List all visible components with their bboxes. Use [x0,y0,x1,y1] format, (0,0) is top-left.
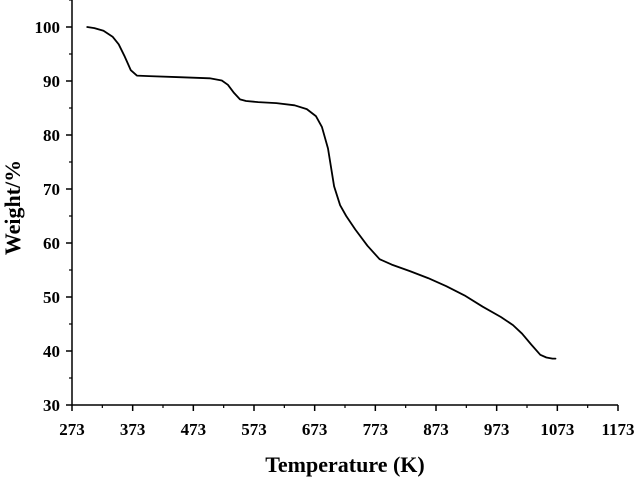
x-tick-label: 673 [302,420,328,439]
y-tick-label: 40 [43,342,60,361]
y-tick-label: 30 [43,396,60,415]
x-tick-label: 873 [423,420,449,439]
y-axis-ticks: 30 40 50 60 70 80 90 100 [35,0,72,415]
x-tick-label: 373 [120,420,146,439]
y-tick-label: 100 [35,18,61,37]
y-tick-label: 70 [43,180,60,199]
y-tick-label: 50 [43,288,60,307]
y-tick-label: 80 [43,126,60,145]
x-tick-label: 1073 [540,420,574,439]
x-tick-label: 273 [59,420,85,439]
y-tick-label: 90 [43,72,60,91]
y-tick-label: 60 [43,234,60,253]
x-axis-title: Temperature (K) [265,452,424,477]
x-axis-ticks: 273 373 473 573 673 773 873 973 1073 1173 [59,405,635,439]
y-axis-title: Weight/% [0,160,25,255]
x-tick-label: 573 [241,420,267,439]
x-tick-label: 473 [181,420,207,439]
x-tick-label: 973 [484,420,510,439]
x-tick-label: 1173 [601,420,634,439]
weight-loss-curve [86,26,557,360]
plot-area: 273 373 473 573 673 773 873 973 1073 1173 30 40 50 6… [35,0,635,439]
x-tick-label: 773 [363,420,389,439]
